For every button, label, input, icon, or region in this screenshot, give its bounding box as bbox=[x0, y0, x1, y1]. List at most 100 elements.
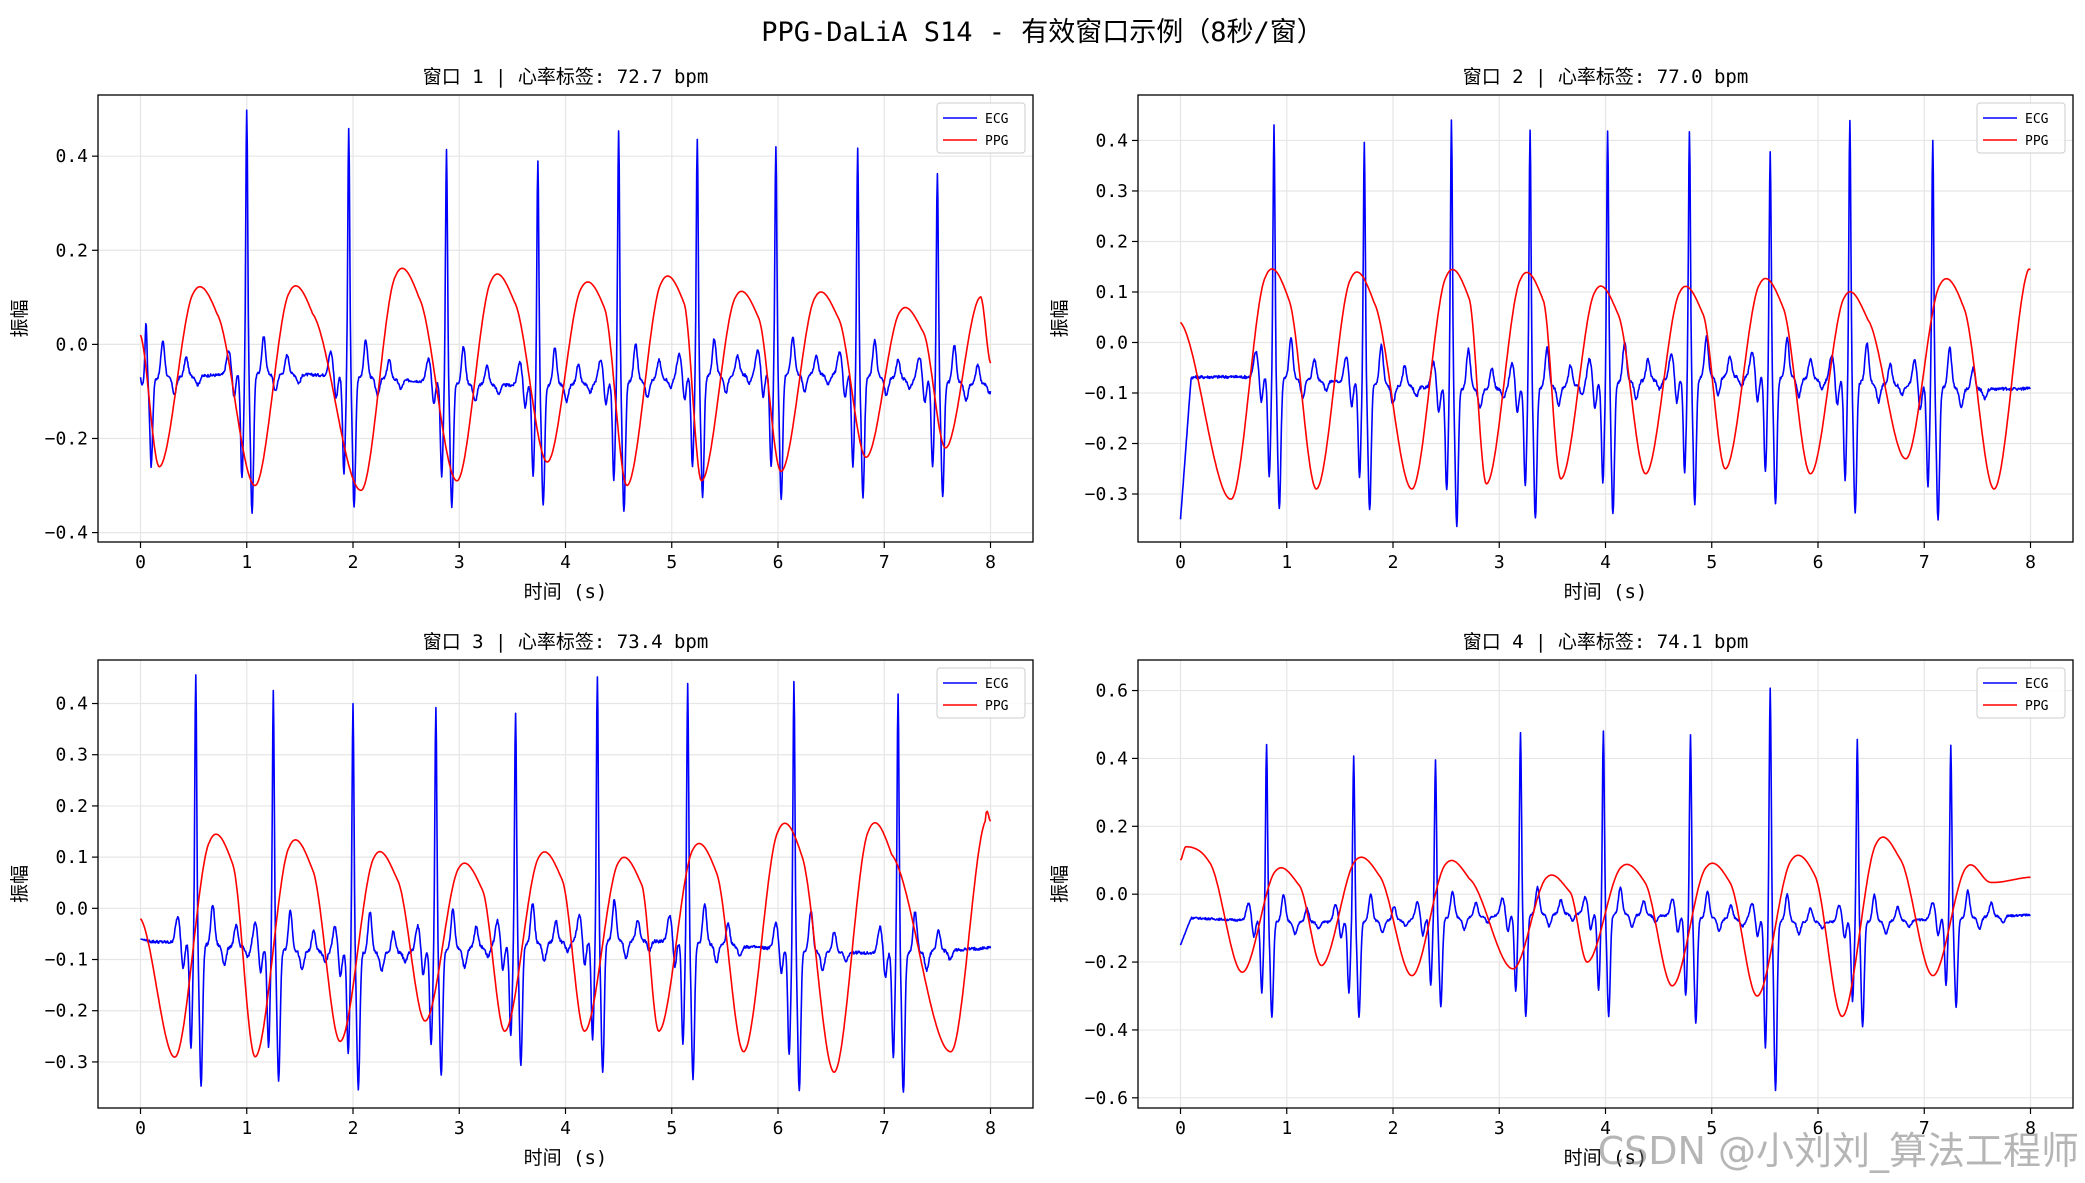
legend-label-ppg: PPG bbox=[2025, 699, 2049, 714]
y-tick-label: 0.4 bbox=[55, 694, 88, 715]
series-line-ecg bbox=[139, 109, 992, 514]
x-tick-label: 4 bbox=[560, 1118, 571, 1139]
x-tick-label: 0 bbox=[1175, 1118, 1186, 1139]
y-axis-label: 振幅 bbox=[1049, 865, 1071, 903]
subplot-2: 0 1 2 3 4 5 6 7 8 −0.3 −0.2 −0.1 0.0 0.1 0.2 0.3 0.4 窗口 2… bbox=[1049, 66, 2074, 603]
y-axis-label: 振幅 bbox=[9, 865, 31, 903]
y-tick-label: 0.3 bbox=[55, 745, 88, 766]
legend: ECG PPG bbox=[936, 102, 1026, 154]
y-tick-label: −0.1 bbox=[45, 950, 88, 971]
x-axis-label: 时间 (s) bbox=[1564, 581, 1648, 603]
legend-box bbox=[936, 667, 1026, 719]
x-axis-label: 时间 (s) bbox=[524, 1147, 608, 1169]
x-tick-label: 1 bbox=[1281, 552, 1292, 573]
series-line-ppg bbox=[1179, 836, 2031, 1018]
legend-box bbox=[1976, 667, 2066, 719]
x-axis-label: 时间 (s) bbox=[1564, 1147, 1648, 1169]
x-tick-label: 6 bbox=[773, 1118, 784, 1139]
x-tick-label: 3 bbox=[454, 552, 465, 573]
legend-box bbox=[936, 102, 1026, 154]
y-tick-label: 0.4 bbox=[55, 146, 88, 167]
series-line-ecg bbox=[1179, 687, 2031, 1092]
y-tick-label: 0.4 bbox=[1095, 130, 1128, 151]
subplot-title: 窗口 1 | 心率标签: 72.7 bpm bbox=[423, 66, 709, 88]
x-tick-label: 7 bbox=[879, 552, 890, 573]
series-line-ecg bbox=[1179, 119, 2031, 528]
x-tick-label: 8 bbox=[985, 552, 996, 573]
x-tick-label: 2 bbox=[1388, 1118, 1399, 1139]
x-tick-label: 2 bbox=[348, 552, 359, 573]
x-tick-label: 8 bbox=[985, 1118, 996, 1139]
y-tick-label: −0.3 bbox=[45, 1052, 88, 1073]
y-tick-label: 0.0 bbox=[55, 898, 88, 919]
x-tick-label: 6 bbox=[773, 552, 784, 573]
legend: ECG PPG bbox=[1976, 667, 2066, 719]
y-tick-label: 0.0 bbox=[1095, 332, 1128, 353]
x-tick-label: 8 bbox=[2025, 552, 2036, 573]
legend-label-ppg: PPG bbox=[2025, 134, 2049, 149]
series-line-ppg bbox=[139, 810, 992, 1073]
y-tick-label: −0.2 bbox=[45, 428, 88, 449]
legend-label-ecg: ECG bbox=[985, 677, 1009, 692]
y-tick-label: −0.2 bbox=[1085, 952, 1128, 973]
x-tick-label: 3 bbox=[1494, 552, 1505, 573]
y-tick-label: 0.2 bbox=[1095, 231, 1128, 252]
subplot-title: 窗口 4 | 心率标签: 74.1 bpm bbox=[1463, 631, 1749, 653]
y-tick-label: −0.4 bbox=[1085, 1020, 1128, 1041]
x-tick-label: 7 bbox=[879, 1118, 890, 1139]
x-tick-label: 0 bbox=[1175, 552, 1186, 573]
legend: ECG PPG bbox=[1976, 102, 2066, 154]
y-tick-label: −0.3 bbox=[1085, 484, 1128, 505]
series-line-ppg bbox=[1179, 268, 2031, 500]
y-tick-label: −0.1 bbox=[1085, 383, 1128, 404]
x-tick-label: 2 bbox=[348, 1118, 359, 1139]
y-tick-label: 0.6 bbox=[1095, 681, 1128, 702]
y-axis-label: 振幅 bbox=[1049, 299, 1071, 337]
x-tick-label: 2 bbox=[1388, 552, 1399, 573]
y-tick-label: 0.1 bbox=[1095, 282, 1128, 303]
x-tick-label: 4 bbox=[560, 552, 571, 573]
y-tick-label: 0.2 bbox=[55, 796, 88, 817]
x-tick-label: 3 bbox=[1494, 1118, 1505, 1139]
y-tick-label: 0.0 bbox=[1095, 884, 1128, 905]
figure-title: PPG-DaLiA S14 - 有效窗口示例（8秒/窗） bbox=[761, 17, 1324, 48]
y-tick-label: 0.0 bbox=[55, 334, 88, 355]
x-tick-label: 0 bbox=[135, 552, 146, 573]
x-tick-label: 4 bbox=[1600, 1118, 1611, 1139]
legend-label-ecg: ECG bbox=[2025, 112, 2049, 127]
x-tick-label: 5 bbox=[666, 1118, 677, 1139]
y-tick-label: −0.2 bbox=[45, 1001, 88, 1022]
subplot-1: 0 1 2 3 4 5 6 7 8 −0.4 −0.2 0.0 0.2 0.4 窗口 1 | 心率标签: 7… bbox=[9, 66, 1034, 603]
y-tick-label: 0.1 bbox=[55, 847, 88, 868]
x-axis-label: 时间 (s) bbox=[524, 581, 608, 603]
x-tick-label: 1 bbox=[1281, 1118, 1292, 1139]
x-tick-label: 5 bbox=[1706, 1118, 1717, 1139]
series-line-ecg bbox=[140, 674, 992, 1093]
subplot-title: 窗口 2 | 心率标签: 77.0 bpm bbox=[1463, 66, 1749, 88]
legend-label-ppg: PPG bbox=[985, 699, 1009, 714]
series-line-ppg bbox=[139, 267, 992, 492]
y-tick-label: 0.4 bbox=[1095, 748, 1128, 769]
x-tick-label: 5 bbox=[666, 552, 677, 573]
subplot-3: 0 1 2 3 4 5 6 7 8 −0.3 −0.2 −0.1 0.0 0.1 0.2 0.3 0.4 窗口 3… bbox=[9, 631, 1034, 1169]
legend-label-ecg: ECG bbox=[2025, 677, 2049, 692]
x-tick-label: 3 bbox=[454, 1118, 465, 1139]
watermark: CSDN @小刘刘_算法工程师 bbox=[1597, 1129, 2079, 1173]
x-tick-label: 5 bbox=[1706, 552, 1717, 573]
x-tick-label: 6 bbox=[1813, 552, 1824, 573]
legend-box bbox=[1976, 102, 2066, 154]
legend-label-ppg: PPG bbox=[985, 134, 1009, 149]
legend-label-ecg: ECG bbox=[985, 112, 1009, 127]
y-tick-label: 0.3 bbox=[1095, 181, 1128, 202]
y-axis-label: 振幅 bbox=[9, 299, 31, 337]
legend: ECG PPG bbox=[936, 667, 1026, 719]
x-tick-label: 4 bbox=[1600, 552, 1611, 573]
x-tick-label: 1 bbox=[241, 552, 252, 573]
y-tick-label: −0.4 bbox=[45, 523, 88, 544]
y-tick-label: −0.2 bbox=[1085, 434, 1128, 455]
x-tick-label: 6 bbox=[1813, 1118, 1824, 1139]
x-tick-label: 1 bbox=[241, 1118, 252, 1139]
x-tick-label: 8 bbox=[2025, 1118, 2036, 1139]
y-tick-label: 0.2 bbox=[55, 240, 88, 261]
